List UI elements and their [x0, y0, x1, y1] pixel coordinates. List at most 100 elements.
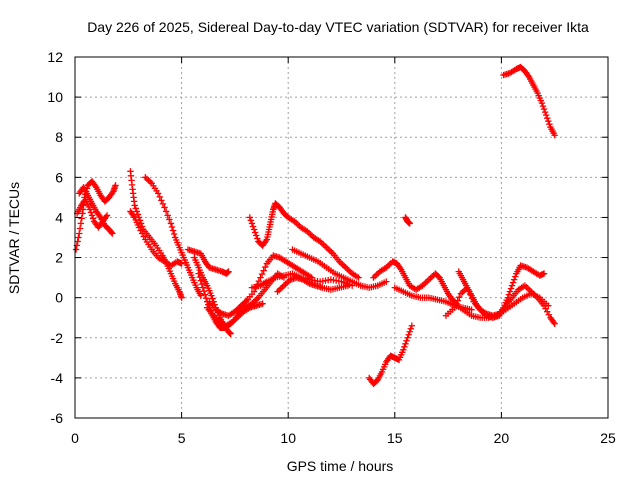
data-point: [74, 238, 81, 245]
data-point: [258, 270, 266, 278]
data-point: [406, 220, 413, 227]
data-point: [138, 223, 146, 230]
data-point: [131, 202, 138, 209]
y-tick-label: 10: [47, 89, 63, 105]
series-track-c: [76, 184, 116, 237]
data-point: [158, 197, 165, 204]
data-point: [167, 220, 175, 227]
data-point: [162, 208, 170, 215]
data-point: [540, 270, 548, 277]
data-point: [542, 111, 550, 119]
series-track-u: [455, 262, 548, 321]
x-tick-label: 0: [71, 430, 79, 446]
y-tick-label: 2: [55, 250, 63, 266]
data-point: [355, 274, 362, 281]
tick-layer: 0 5 10 15 20 25 -6 -4 -2 0 2 4 6 8 10 12: [47, 49, 616, 446]
grid-layer: [75, 57, 608, 418]
data-point: [456, 293, 463, 301]
data-point: [161, 204, 168, 211]
data-point: [400, 346, 407, 354]
data-point: [108, 229, 115, 236]
data-point: [208, 292, 215, 299]
data-point: [402, 340, 409, 347]
y-tick-label: 8: [55, 129, 63, 145]
data-point: [539, 102, 547, 110]
y-tick-label: -6: [51, 410, 64, 426]
data-point: [545, 302, 552, 309]
data-point: [257, 274, 264, 281]
data-point: [72, 246, 80, 253]
data-point: [76, 230, 83, 237]
series-track-v: [451, 290, 552, 321]
x-tick-label: 15: [387, 430, 403, 446]
data-point: [401, 343, 408, 351]
data-point: [251, 229, 259, 236]
data-point: [250, 226, 258, 233]
series-track-f: [142, 174, 204, 299]
data-point: [154, 190, 162, 197]
series-track-x: [206, 296, 251, 319]
y-tick-label: 0: [55, 290, 63, 306]
data-point: [89, 215, 97, 222]
data-point: [468, 306, 475, 313]
data-point: [249, 223, 257, 230]
data-point: [112, 182, 119, 189]
data-point: [87, 209, 95, 216]
data-point: [403, 337, 410, 344]
series-track-m: [246, 200, 362, 281]
x-tick-label: 10: [280, 430, 296, 446]
data-point: [178, 260, 185, 267]
data-layer: [72, 63, 558, 388]
data-point: [405, 331, 412, 338]
data-point: [133, 208, 141, 215]
x-tick-label: 5: [178, 430, 186, 446]
data-point: [538, 99, 546, 107]
data-point: [247, 217, 255, 224]
data-point: [156, 193, 163, 201]
data-point: [406, 328, 413, 335]
data-point: [166, 216, 173, 223]
y-tick-label: 4: [55, 209, 63, 225]
data-point: [508, 282, 516, 289]
data-point: [199, 284, 207, 291]
data-point: [541, 108, 549, 116]
data-point: [512, 273, 519, 280]
series-track-h: [184, 246, 232, 277]
data-point: [454, 297, 461, 304]
series-track-n: [289, 246, 390, 291]
data-point: [246, 214, 254, 221]
data-point: [196, 273, 203, 281]
data-point: [200, 287, 208, 295]
data-point: [169, 227, 177, 234]
data-point: [132, 205, 139, 212]
data-point: [504, 294, 511, 301]
data-point: [404, 334, 411, 341]
data-point: [201, 291, 209, 298]
data-point: [546, 120, 553, 128]
chart-title: Day 226 of 2025, Sidereal Day-to-day VTE…: [87, 19, 589, 35]
series-track-e: [127, 208, 185, 269]
data-point: [551, 132, 558, 139]
data-point: [225, 268, 232, 275]
data-point: [159, 200, 167, 208]
data-point: [545, 117, 552, 125]
series-track-t: [442, 282, 558, 327]
data-point: [344, 282, 352, 289]
data-point: [540, 105, 548, 113]
data-point: [407, 325, 414, 332]
data-point: [168, 223, 176, 231]
data-point: [408, 322, 416, 329]
data-point: [507, 285, 515, 292]
y-tick-label: 12: [47, 49, 63, 65]
data-point: [197, 277, 204, 284]
y-axis-label: SDTVAR / TECUs: [6, 182, 22, 294]
y-tick-label: -4: [51, 370, 64, 386]
data-point: [551, 320, 558, 327]
frame-layer: [74, 56, 609, 419]
x-axis-label: GPS time / hours: [287, 458, 394, 474]
data-point: [259, 300, 266, 307]
data-point: [77, 220, 85, 227]
data-point: [253, 232, 260, 239]
data-point: [197, 292, 204, 299]
